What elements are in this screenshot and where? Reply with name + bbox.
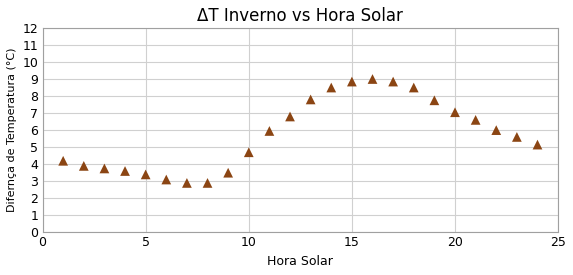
Point xyxy=(203,181,212,185)
Point xyxy=(450,110,460,114)
Point xyxy=(141,172,150,177)
Point xyxy=(533,142,542,147)
Point xyxy=(409,85,418,90)
Point xyxy=(430,98,439,103)
Point xyxy=(265,129,274,133)
Point xyxy=(285,114,295,119)
Point xyxy=(162,177,171,182)
Point xyxy=(79,164,88,168)
Point xyxy=(182,181,191,185)
Point xyxy=(368,77,377,81)
Point xyxy=(306,97,315,102)
Point xyxy=(347,79,356,84)
Point xyxy=(388,79,398,84)
Point xyxy=(58,159,68,163)
Point xyxy=(512,135,521,139)
Point xyxy=(223,170,233,175)
Point xyxy=(120,169,129,173)
Point xyxy=(244,150,253,155)
Point xyxy=(471,118,480,122)
Y-axis label: Difernça de Temperatura (°C): Difernça de Temperatura (°C) xyxy=(7,48,17,212)
X-axis label: Hora Solar: Hora Solar xyxy=(268,255,333,268)
Point xyxy=(327,85,336,90)
Point xyxy=(492,128,501,132)
Title: ΔT Inverno vs Hora Solar: ΔT Inverno vs Hora Solar xyxy=(197,7,403,25)
Point xyxy=(100,166,109,171)
